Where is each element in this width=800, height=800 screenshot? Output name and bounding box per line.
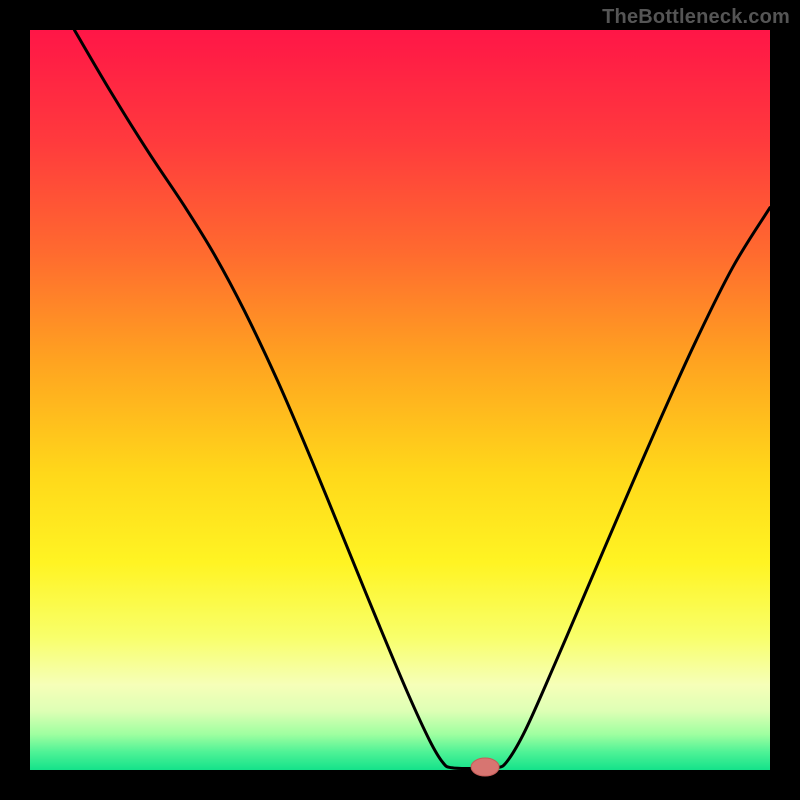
chart-stage: TheBottleneck.com bbox=[0, 0, 800, 800]
watermark-text: TheBottleneck.com bbox=[602, 6, 790, 29]
bottleneck-curve-chart bbox=[0, 0, 800, 800]
optimal-marker bbox=[471, 758, 499, 776]
